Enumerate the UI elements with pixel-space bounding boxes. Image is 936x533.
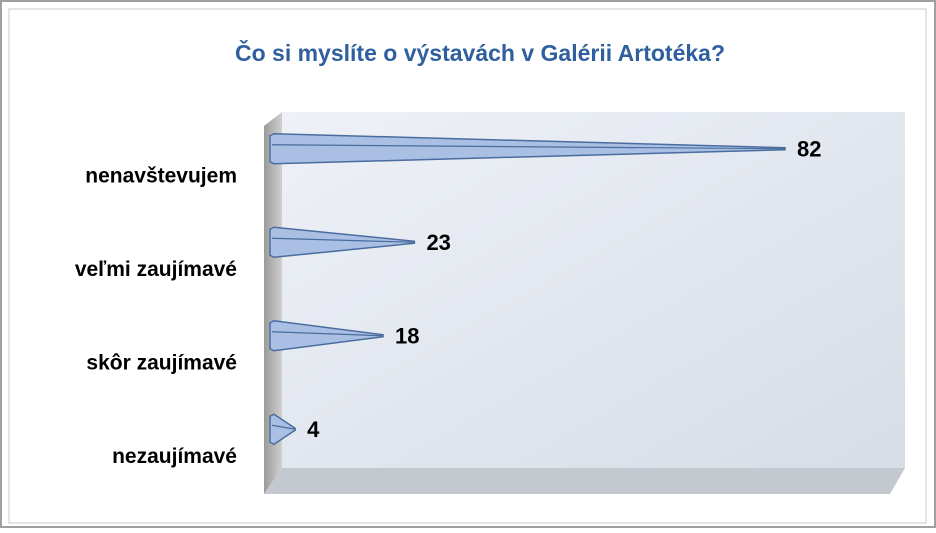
bar <box>269 319 384 352</box>
value-label: 23 <box>426 230 450 255</box>
bar-highlight <box>271 237 415 243</box>
value-label: 82 <box>797 137 821 162</box>
side-wall <box>264 112 282 494</box>
value-label: 4 <box>307 417 320 442</box>
floor <box>264 468 905 494</box>
bar <box>269 132 786 165</box>
bar-highlight <box>271 424 296 430</box>
category-label: skôr zaujímavé <box>86 351 237 374</box>
bar-highlight <box>271 331 384 337</box>
bar-highlight <box>271 144 785 150</box>
chart-title: Čo si myslíte o výstavách v Galérii Arto… <box>235 39 725 66</box>
category-label: nezaujímavé <box>112 445 237 468</box>
back-wall <box>282 112 905 468</box>
category-label: nenavštevujem <box>85 164 237 187</box>
value-label: 18 <box>395 324 419 349</box>
category-label: veľmi zaujímavé <box>75 258 237 281</box>
bar <box>269 413 296 446</box>
bar <box>269 226 416 259</box>
